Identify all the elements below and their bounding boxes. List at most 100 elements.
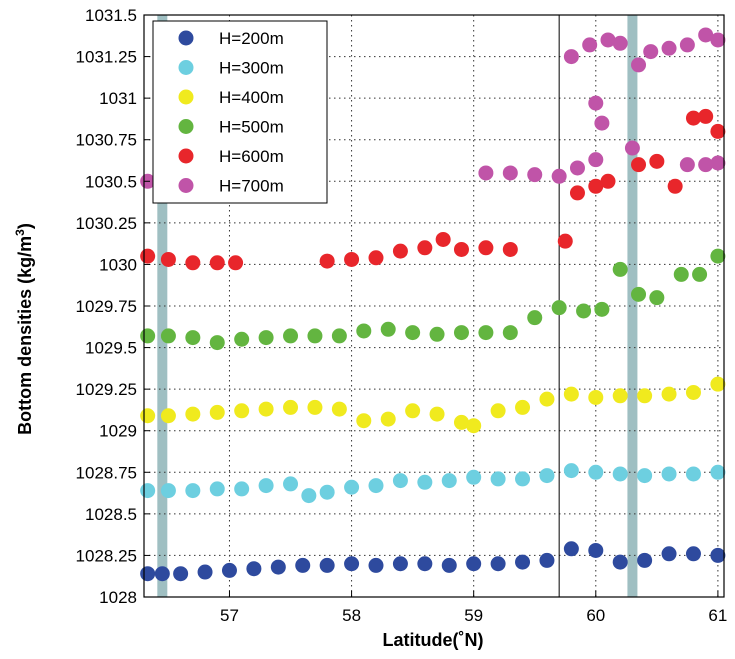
data-point-2-14 — [466, 418, 482, 434]
data-point-4-12 — [478, 240, 494, 256]
legend-box — [152, 20, 328, 204]
data-point-2-5 — [258, 401, 274, 417]
data-point-3-7 — [307, 328, 323, 344]
data-point-2-1 — [160, 408, 176, 424]
data-point-2-12 — [429, 406, 445, 422]
data-point-2-4 — [234, 403, 250, 419]
data-point-2-24 — [710, 376, 726, 392]
data-point-1-9 — [344, 479, 360, 495]
data-point-3-24 — [692, 266, 708, 282]
data-point-4-8 — [392, 243, 408, 259]
data-point-0-10 — [368, 557, 384, 573]
y-tick-label-6: 1029.5 — [85, 339, 137, 358]
data-point-2-20 — [612, 388, 628, 404]
y-tick-label-12: 1031 — [99, 89, 137, 108]
data-point-1-24 — [710, 464, 726, 480]
data-point-3-8 — [331, 328, 347, 344]
data-point-5-6 — [588, 152, 604, 168]
data-point-0-11 — [392, 556, 408, 572]
data-point-3-1 — [160, 328, 176, 344]
data-point-2-8 — [331, 401, 347, 417]
data-point-3-15 — [502, 325, 518, 341]
data-point-2-23 — [685, 384, 701, 400]
data-point-0-3 — [197, 564, 213, 580]
x-tick-label-2: 59 — [464, 606, 483, 625]
data-point-0-18 — [563, 541, 579, 557]
data-point-0-14 — [466, 556, 482, 572]
x-tick-label-3: 60 — [586, 606, 605, 625]
y-axis-title-end: ) — [15, 223, 35, 229]
data-point-2-22 — [661, 386, 677, 402]
data-point-5-20 — [679, 157, 695, 173]
series-1 — [140, 463, 726, 504]
data-point-4-11 — [453, 241, 469, 257]
data-point-2-21 — [637, 388, 653, 404]
data-point-5-17 — [679, 37, 695, 53]
data-point-0-23 — [685, 546, 701, 562]
data-point-1-10 — [368, 478, 384, 494]
data-point-5-18 — [698, 27, 714, 43]
data-point-0-4 — [221, 562, 237, 578]
legend: H=200m H=300m H=400m H=500m H=600m H=700m — [152, 20, 328, 204]
data-point-3-13 — [453, 325, 469, 341]
data-point-1-13 — [441, 473, 457, 489]
data-point-2-18 — [563, 386, 579, 402]
data-point-4-13 — [502, 241, 518, 257]
data-point-0-9 — [344, 556, 360, 572]
series-5 — [140, 27, 726, 189]
data-point-3-16 — [527, 310, 543, 326]
data-point-0-2 — [173, 566, 189, 582]
data-point-1-8 — [319, 484, 335, 500]
data-point-2-17 — [539, 391, 555, 407]
data-point-4-22 — [698, 108, 714, 124]
data-point-2-9 — [356, 413, 372, 429]
data-point-3-9 — [356, 323, 372, 339]
data-point-0-16 — [515, 554, 531, 570]
data-point-3-14 — [478, 325, 494, 341]
y-tick-label-0: 1028 — [99, 588, 137, 607]
data-point-3-5 — [258, 330, 274, 346]
data-point-1-14 — [466, 469, 482, 485]
data-point-0-24 — [710, 547, 726, 563]
data-point-5-9 — [563, 49, 579, 65]
data-point-3-4 — [234, 331, 250, 347]
data-point-3-18 — [576, 303, 592, 319]
data-point-0-15 — [490, 556, 506, 572]
data-point-2-7 — [307, 399, 323, 415]
data-point-1-21 — [637, 468, 653, 484]
series-4 — [140, 108, 726, 271]
data-point-5-5 — [569, 160, 585, 176]
data-point-0-1 — [154, 566, 170, 582]
data-point-5-4 — [551, 168, 567, 184]
data-points — [140, 27, 726, 582]
data-point-4-16 — [588, 178, 604, 194]
data-point-5-10 — [582, 37, 598, 53]
data-point-0-20 — [612, 554, 628, 570]
y-axis-title-superscript: 3 — [13, 229, 27, 236]
data-point-5-16 — [661, 40, 677, 56]
data-point-4-15 — [569, 185, 585, 201]
legend-marker-3 — [178, 119, 194, 134]
data-point-1-22 — [661, 466, 677, 482]
data-point-4-23 — [710, 123, 726, 139]
highlight-band-0 — [157, 15, 168, 597]
series-3 — [140, 248, 726, 351]
data-point-1-1 — [160, 483, 176, 499]
data-point-1-17 — [539, 468, 555, 484]
data-point-5-7 — [588, 95, 604, 111]
x-axis-title: Latitude(˚N) — [383, 630, 484, 650]
data-point-5-1 — [478, 165, 494, 181]
legend-label-0: H=200m — [219, 29, 284, 48]
data-point-1-7 — [301, 488, 317, 504]
data-point-1-12 — [417, 474, 433, 490]
highlight-bands — [157, 15, 638, 597]
legend-label-4: H=600m — [219, 147, 284, 166]
data-point-3-23 — [673, 266, 689, 282]
data-point-5-22 — [710, 155, 726, 171]
data-point-5-21 — [698, 157, 714, 173]
data-point-4-6 — [344, 251, 360, 267]
data-point-1-4 — [234, 481, 250, 497]
data-point-4-2 — [185, 255, 201, 271]
data-point-1-11 — [392, 473, 408, 489]
data-point-2-3 — [209, 404, 225, 420]
